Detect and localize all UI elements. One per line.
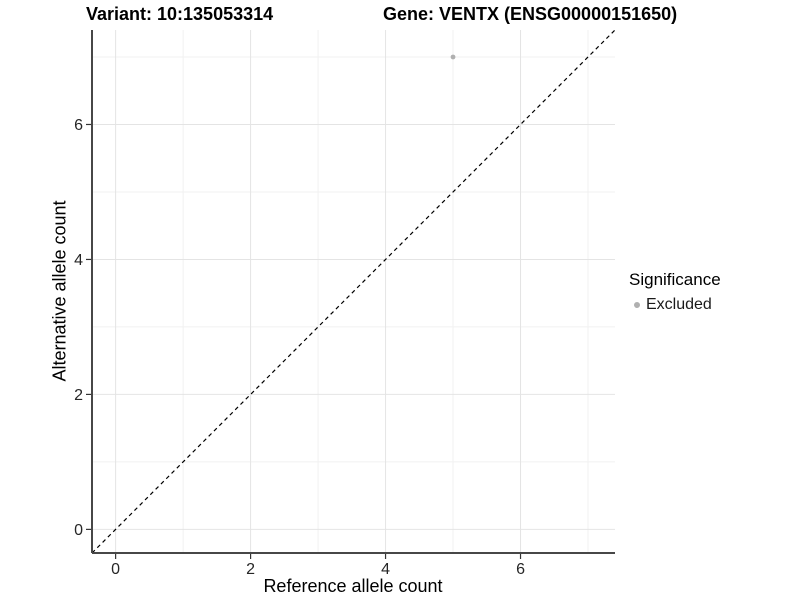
- y-tick-label: 6: [74, 117, 83, 134]
- legend-title: Significance: [629, 270, 721, 289]
- y-tick-label: 4: [74, 252, 83, 269]
- data-point: [450, 54, 456, 60]
- legend-key: [629, 297, 645, 313]
- legend-entry-excluded: Excluded: [629, 294, 721, 316]
- identity-reference-line: [91, 29, 616, 554]
- y-tick-label: 0: [74, 522, 83, 539]
- x-tick-label: 2: [246, 561, 255, 578]
- plot-title-gene: Gene: VENTX (ENSG00000151650): [383, 4, 678, 24]
- x-tick-label: 0: [111, 561, 120, 578]
- excluded-point-icon: [634, 302, 640, 308]
- x-tick-label: 4: [381, 561, 390, 578]
- x-tick-label: 6: [516, 561, 525, 578]
- legend-entry-label: Excluded: [646, 296, 712, 313]
- y-tick-label: 2: [74, 387, 83, 404]
- x-axis-title: Reference allele count: [263, 576, 443, 596]
- plot-title-variant: Variant: 10:135053314: [86, 4, 274, 24]
- legend: Significance Excluded: [629, 270, 721, 316]
